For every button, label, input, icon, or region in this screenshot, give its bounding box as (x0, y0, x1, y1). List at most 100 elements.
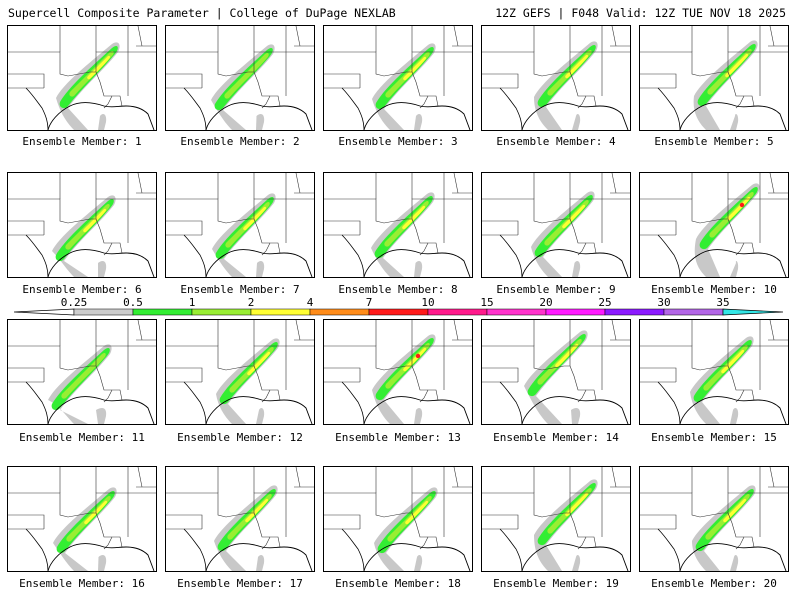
scp-shade-yellow (721, 349, 745, 374)
scp-map (166, 26, 314, 130)
scp-map (324, 320, 472, 424)
rio-grande-border (657, 234, 681, 277)
color-scale-bar: 0.25 0.5 1 2 4 7 10 15 20 25 30 35 (13, 296, 784, 316)
colorbar-tick-label: 2 (248, 296, 255, 309)
state-border (453, 26, 459, 47)
gulf-coastline (521, 396, 629, 424)
ensemble-member-label: Ensemble Member: 12 (177, 431, 303, 444)
scp-map (482, 320, 630, 424)
colorbar-tick-label: 20 (539, 296, 552, 309)
gulf-coastline (363, 543, 471, 571)
colorbar-segment (250, 308, 311, 316)
rio-grande-border (183, 381, 207, 424)
state-border (253, 71, 281, 107)
state-border (324, 345, 472, 371)
state-border (95, 365, 123, 401)
state-border (482, 51, 630, 77)
ensemble-member-label: Ensemble Member: 15 (651, 431, 777, 444)
scp-map (640, 26, 788, 130)
ensemble-member-label: Ensemble Member: 11 (19, 431, 145, 444)
rio-grande-border (341, 87, 365, 130)
scp-shade-gray (572, 555, 581, 571)
scp-shade-yellow (83, 208, 107, 233)
state-border (769, 26, 775, 47)
rio-grande-border (341, 234, 365, 277)
scp-shade-yellow (405, 500, 429, 525)
state-border (324, 492, 472, 518)
state-border (166, 367, 203, 382)
state-border (137, 467, 143, 488)
scp-shade-gray (98, 114, 107, 130)
scp-map (482, 467, 630, 571)
scp-shade-gray (414, 555, 423, 571)
gulf-coastline (363, 396, 471, 424)
state-border (253, 512, 281, 548)
scp-map (8, 467, 156, 571)
gulf-coastline (47, 249, 155, 277)
scp-shade-gray (572, 261, 581, 277)
rio-grande-border (25, 234, 49, 277)
colorbar-tick-label: 35 (716, 296, 729, 309)
rio-grande-border (183, 528, 207, 571)
gulf-coastline (679, 543, 787, 571)
state-border (482, 73, 519, 88)
state-border (453, 173, 459, 194)
state-border (640, 514, 677, 529)
gulf-coastline (679, 249, 787, 277)
colorbar-segment (309, 308, 370, 316)
scp-shade-yellow (555, 343, 579, 368)
state-border (569, 218, 597, 254)
state-border (482, 492, 630, 518)
gulf-coastline (47, 396, 155, 424)
ensemble-member-label: Ensemble Member: 8 (338, 283, 458, 296)
rio-grande-border (183, 87, 207, 130)
gulf-coastline (47, 543, 155, 571)
colorbar-segment (545, 308, 606, 316)
gulf-coastline (205, 543, 313, 571)
scp-map (482, 173, 630, 277)
scp-shade-yellow (565, 54, 589, 79)
scp-shade-gray (256, 555, 265, 571)
state-border (611, 26, 617, 47)
gulf-coastline (363, 102, 471, 130)
state-border (569, 512, 597, 548)
state-border (324, 73, 361, 88)
state-border (727, 71, 755, 107)
scp-shade-yellow (87, 55, 111, 80)
colorbar-segment (486, 308, 547, 316)
state-border (611, 467, 617, 488)
state-border (482, 198, 630, 224)
scp-shade-gray (730, 555, 739, 571)
ensemble-member-panel (323, 319, 473, 425)
gulf-coastline (205, 249, 313, 277)
ensemble-member-panel (639, 466, 789, 572)
ensemble-member-panel (481, 25, 631, 131)
state-border (482, 514, 519, 529)
scp-shade-red (739, 202, 745, 208)
state-border (324, 220, 361, 235)
ensemble-member-panel (7, 25, 157, 131)
colorbar-tick-label: 4 (307, 296, 314, 309)
state-border (727, 365, 755, 401)
scp-shade-yellow (403, 347, 427, 372)
state-border (295, 173, 301, 194)
scp-shade-gray (730, 114, 739, 130)
state-border (324, 514, 361, 529)
scp-shade-gray (730, 408, 739, 424)
state-border (8, 492, 156, 518)
scp-map (166, 320, 314, 424)
rio-grande-border (499, 381, 523, 424)
state-border (453, 320, 459, 341)
state-border (166, 220, 203, 235)
ensemble-member-panel (165, 172, 315, 278)
colorbar-segment (368, 308, 429, 316)
state-border (324, 51, 472, 77)
state-border (727, 218, 755, 254)
colorbar-segment (604, 308, 665, 316)
scp-shade-gray (571, 408, 581, 424)
state-border (769, 320, 775, 341)
colorbar-tick-label: 25 (598, 296, 611, 309)
ensemble-member-label: Ensemble Member: 20 (651, 577, 777, 590)
scp-shade-yellow (562, 204, 586, 229)
state-border (8, 51, 156, 77)
